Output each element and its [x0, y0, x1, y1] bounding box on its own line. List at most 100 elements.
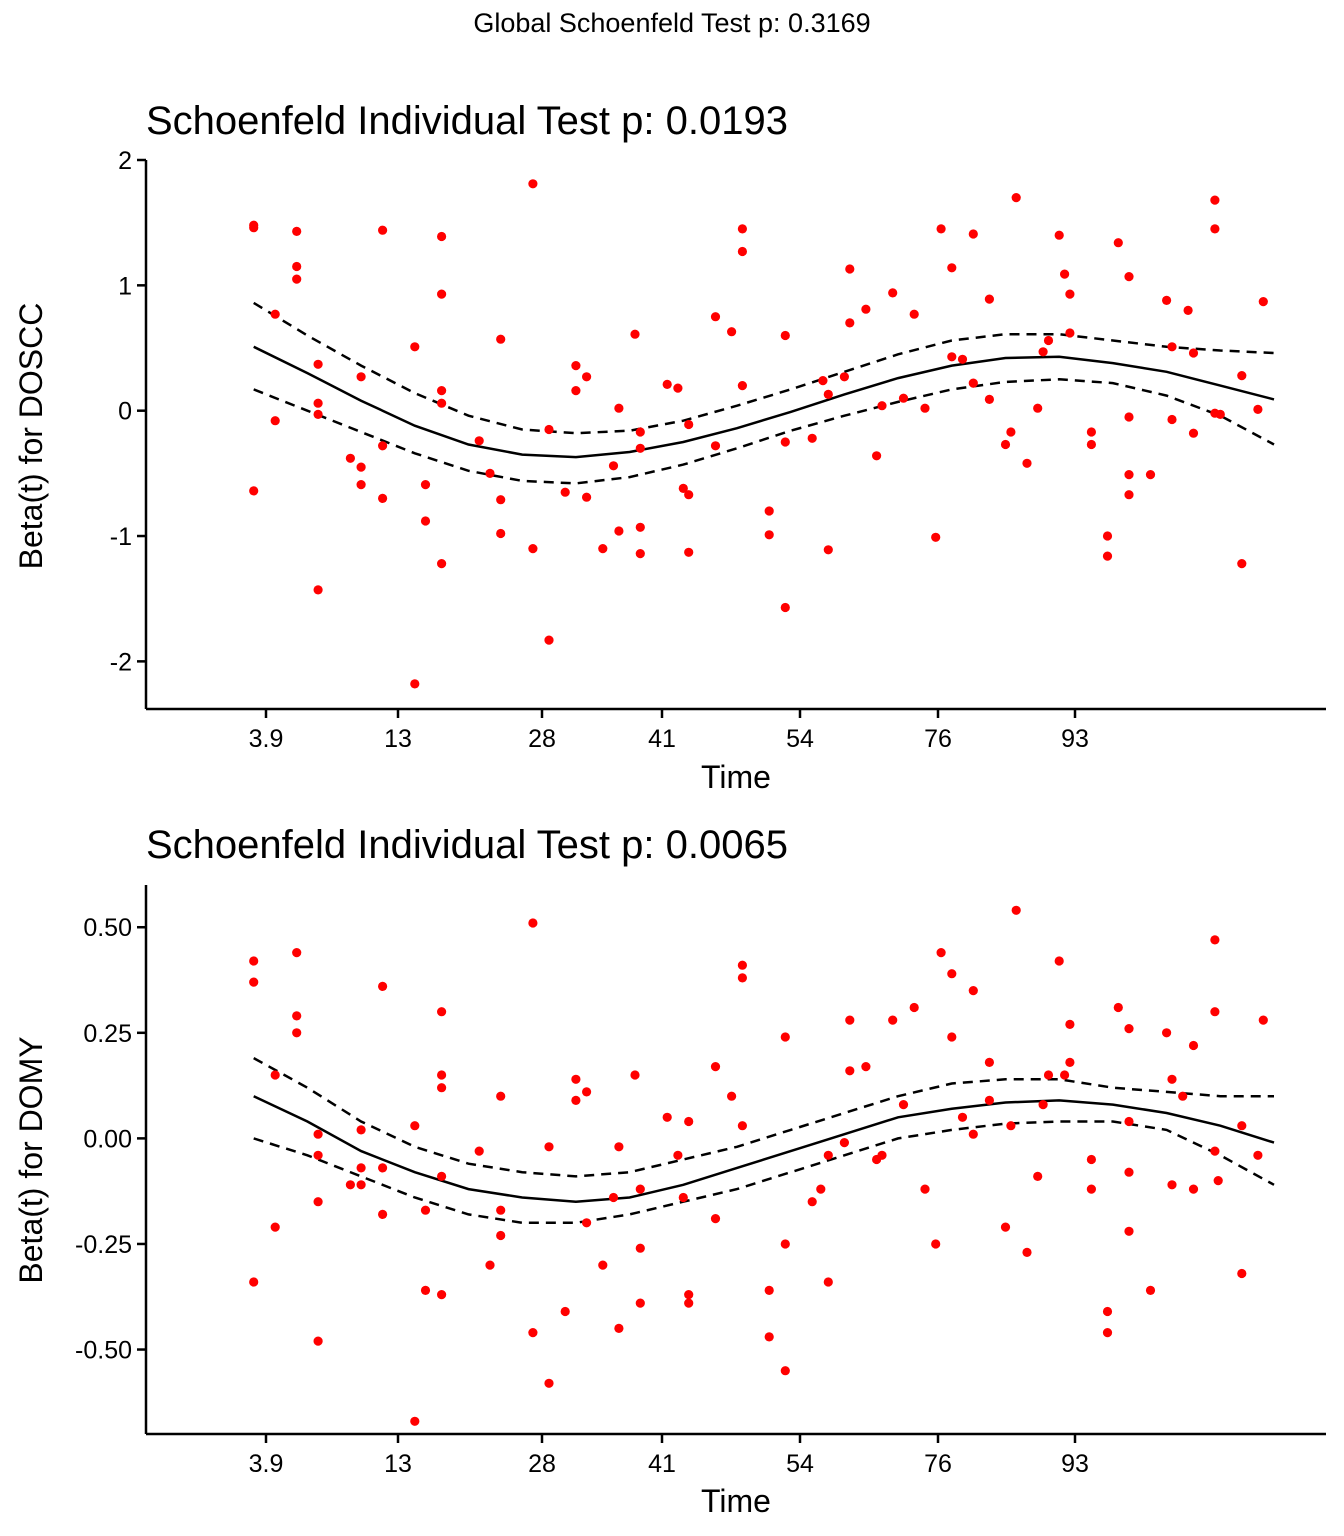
residual-point	[1213, 1176, 1223, 1186]
residual-point	[710, 441, 721, 451]
residual-point	[678, 1192, 688, 1203]
residual-point	[823, 389, 833, 399]
residual-point	[356, 480, 366, 490]
residual-point	[845, 1015, 855, 1025]
residual-point	[780, 1032, 790, 1042]
residual-point	[920, 403, 930, 413]
residual-point	[582, 372, 592, 382]
residual-point	[957, 354, 968, 364]
residual-point	[1113, 238, 1123, 248]
residual-point	[630, 1070, 640, 1080]
residual-point	[1006, 427, 1016, 437]
x-tick-label: 3.9	[249, 1450, 284, 1478]
residual-point	[909, 309, 919, 319]
residual-point	[816, 1184, 826, 1194]
residual-point	[614, 1142, 624, 1152]
residual-point	[598, 1260, 608, 1270]
residual-point	[1000, 439, 1011, 450]
residual-point	[1210, 1007, 1220, 1017]
residual-point	[1102, 551, 1113, 561]
x-tick-label: 41	[648, 725, 676, 753]
residual-point	[635, 1298, 645, 1308]
residual-point	[356, 1180, 366, 1190]
residual-point	[1162, 295, 1172, 305]
residual-point	[984, 294, 995, 304]
residual-point	[764, 1332, 774, 1342]
x-tick-label: 3.9	[249, 725, 284, 753]
x-axis-title: Time	[701, 1483, 771, 1519]
residual-point	[496, 334, 506, 344]
residual-point	[898, 393, 909, 403]
residual-point	[710, 312, 721, 322]
residual-point	[1167, 414, 1177, 425]
residual-point	[1000, 1222, 1011, 1232]
x-tick-label: 54	[786, 1450, 814, 1478]
ci-lower-line	[253, 378, 1275, 485]
residual-point	[845, 318, 855, 328]
residual-point	[1237, 1121, 1247, 1131]
residual-point	[598, 544, 608, 554]
panel-title: Schoenfeld Individual Test p: 0.0193	[146, 99, 788, 143]
residual-point	[437, 1171, 447, 1181]
residual-point	[544, 635, 554, 645]
y-tick-label: -1	[110, 523, 132, 551]
residual-point	[888, 1015, 898, 1025]
ci-lower-line	[253, 1120, 1275, 1225]
residual-point	[1258, 297, 1268, 307]
panel-doscc: Schoenfeld Individual Test p: 0.0193 -2-…	[13, 99, 1326, 795]
residual-point	[968, 1129, 978, 1139]
residual-point	[420, 480, 431, 490]
residual-point	[345, 1180, 355, 1190]
residual-point	[249, 223, 259, 233]
residual-point	[571, 361, 581, 371]
y-tick-label: 0.00	[83, 1125, 132, 1153]
residual-point	[249, 956, 259, 966]
residual-point	[684, 1290, 694, 1300]
residual-point	[292, 948, 302, 958]
residual-point	[420, 1285, 431, 1295]
residual-point	[1102, 1306, 1113, 1317]
residual-point	[292, 274, 302, 284]
residual-point	[861, 304, 871, 314]
x-tick-label: 76	[924, 725, 952, 753]
residual-point	[947, 969, 957, 979]
residual-point	[936, 224, 946, 234]
residual-point	[984, 1057, 995, 1067]
residual-point	[249, 1277, 259, 1287]
residual-point	[313, 1197, 323, 1207]
residual-point	[313, 409, 323, 419]
residual-point	[437, 231, 447, 242]
residual-point	[378, 225, 388, 235]
ci-upper-line	[253, 301, 1275, 435]
fit-line	[253, 345, 1275, 459]
residual-point	[737, 381, 748, 391]
y-ticks: -2 -1 0 1 2	[110, 147, 146, 676]
residual-point	[378, 1209, 388, 1219]
residual-point	[1167, 1180, 1177, 1190]
residual-point	[823, 1277, 833, 1287]
residual-point	[270, 416, 280, 426]
residual-point	[356, 1125, 366, 1135]
y-axis-title: Beta(t) for DOSCC	[13, 303, 49, 570]
residual-point	[1210, 195, 1220, 205]
residual-point	[684, 490, 694, 500]
residual-point	[582, 492, 592, 502]
residual-point	[764, 506, 774, 516]
residual-point	[1178, 1091, 1188, 1101]
residual-point	[249, 486, 259, 496]
residual-point	[947, 263, 957, 273]
residual-point	[560, 487, 570, 497]
x-ticks: 3.9 13 28 41 54 76 93	[249, 709, 1089, 753]
residual-point	[378, 493, 388, 503]
residual-point	[737, 973, 748, 983]
residual-point	[345, 453, 355, 463]
residual-point	[780, 437, 790, 447]
residual-point	[737, 224, 748, 234]
x-tick-label: 93	[1061, 1450, 1089, 1478]
residual-point	[270, 309, 280, 319]
residual-point	[313, 1336, 323, 1346]
residual-point	[437, 1007, 447, 1017]
y-tick-label: 0	[118, 398, 132, 426]
residual-point	[571, 386, 581, 396]
residual-point	[898, 1100, 909, 1110]
